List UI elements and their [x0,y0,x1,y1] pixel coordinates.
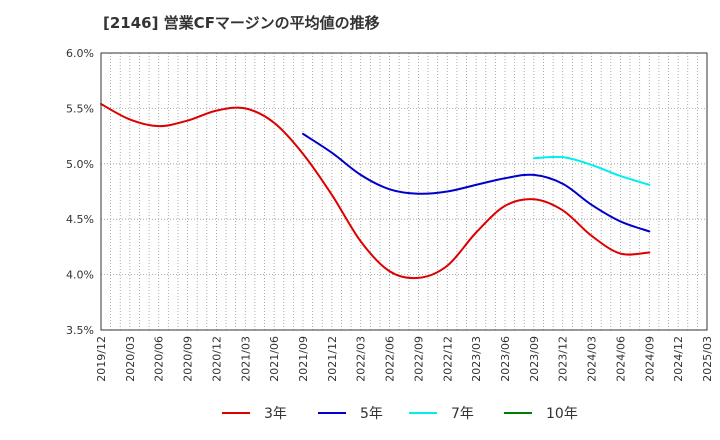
x-tick-label: 2021/06 [268,336,281,382]
x-tick-label: 2022/12 [441,336,454,382]
y-tick-label: 4.0% [66,269,94,282]
x-tick-label: 2023/03 [470,336,483,382]
x-tick-label: 2023/06 [499,336,512,382]
y-tick-label: 4.5% [66,213,94,226]
y-tick-label: 3.5% [66,324,94,337]
axis-layer: 3.5% 4.0% 4.5% 5.0% 5.5% 6.0% 2019/12 2020/03 20… [66,47,714,382]
x-tick-label: 2020/12 [210,336,223,382]
series-layer [100,102,651,280]
x-tick-label: 2021/03 [239,336,252,382]
x-tick-label: 2022/06 [384,336,397,382]
y-tick-label: 5.5% [66,102,94,115]
y-tick-label: 6.0% [66,47,94,60]
legend-label-1: 3年 [264,406,287,422]
series-line-2 [302,132,651,233]
x-tick-label: 2025/03 [701,336,714,382]
y-tick-label: 5.0% [66,158,94,171]
x-tick-label: 2020/06 [153,336,166,382]
legend-label-3: 7年 [451,406,474,422]
x-tick-label: 2019/12 [95,336,108,382]
x-tick-label: 2024/03 [586,336,599,382]
series-line-3 [532,155,651,186]
plot-frame [100,52,708,331]
legend-label-2: 5年 [360,406,383,422]
x-tick-label: 2022/03 [355,336,368,382]
x-tick-label: 2023/09 [528,336,541,382]
chart-title: [2146] 営業CFマージンの平均値の推移 [103,14,380,32]
x-tick-label: 2021/12 [326,336,339,382]
legend-label-4: 10年 [546,406,578,422]
x-tick-label: 2020/03 [124,336,137,382]
x-tick-label: 2022/09 [412,336,425,382]
series-line-1 [100,102,651,280]
x-tick-label: 2020/09 [182,336,195,382]
legend: 3年 5年 7年 10年 [222,406,578,422]
x-tick-label: 2021/09 [297,336,310,382]
x-tick-label: 2024/12 [672,336,685,382]
x-tick-label: 2024/09 [643,336,656,382]
x-tick-label: 2023/12 [557,336,570,382]
x-tick-label: 2024/06 [614,336,627,382]
